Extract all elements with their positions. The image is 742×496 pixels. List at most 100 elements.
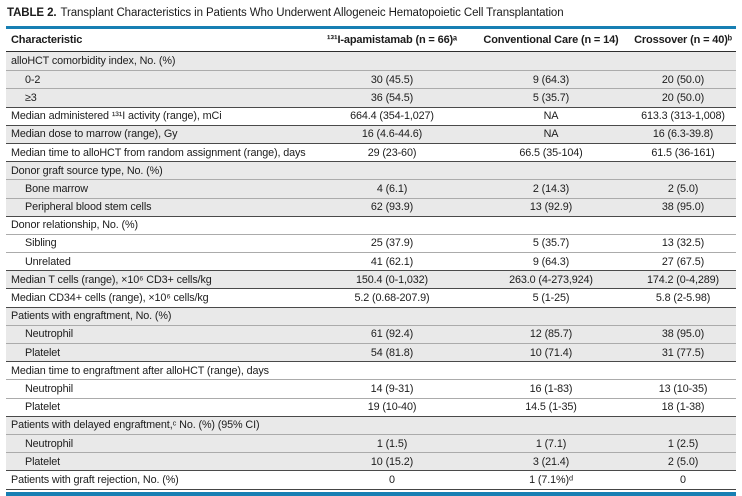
row-value: 5.8 (2-5.98) bbox=[655, 292, 711, 305]
row-value: 2 (14.3) bbox=[532, 182, 570, 195]
table-title-text: Transplant Characteristics in Patients W… bbox=[60, 7, 564, 19]
row-value: 14 (9-31) bbox=[370, 382, 414, 395]
table-body: alloHCT comorbidity index, No. (%) 0-2 30 … bbox=[6, 52, 736, 490]
table-row: alloHCT comorbidity index, No. (%) bbox=[6, 52, 736, 71]
column-header-conventional-care: Conventional Care (n = 14) bbox=[483, 34, 619, 46]
column-header-characteristic: Characteristic bbox=[11, 34, 83, 46]
row-label: Unrelated bbox=[25, 255, 71, 268]
row-value: 29 (23-60) bbox=[367, 146, 417, 159]
row-value: 13 (10-35) bbox=[658, 382, 708, 395]
row-value: 38 (95.0) bbox=[661, 201, 705, 214]
row-label: Median dose to marrow (range), Gy bbox=[11, 128, 178, 141]
row-value: 61.5 (36-161) bbox=[651, 146, 715, 159]
row-value: 25 (37.9) bbox=[370, 237, 414, 250]
row-label: 0-2 bbox=[25, 73, 41, 86]
table-row: Platelet 19 (10-40) 14.5 (1-35) 18 (1-38) bbox=[6, 397, 736, 416]
table-row: Patients with graft rejection, No. (%) 0 1… bbox=[6, 470, 736, 488]
row-value: 613.3 (313-1,008) bbox=[641, 110, 725, 123]
row-label: ≥3 bbox=[25, 91, 37, 104]
row-value: 4 (6.1) bbox=[376, 182, 408, 195]
table-row: 0-2 30 (45.5) 9 (64.3) 20 (50.0) bbox=[6, 70, 736, 89]
table-row: Median administered ¹³¹I activity (range… bbox=[6, 106, 736, 125]
table-row: Patients with delayed engraftment,ᶜ No. … bbox=[6, 415, 736, 434]
row-label: Neutrophil bbox=[25, 328, 74, 341]
row-value: 10 (71.4) bbox=[529, 346, 573, 359]
table-row: Neutrophil 1 (1.5) 1 (7.1) 1 (2.5) bbox=[6, 433, 736, 453]
row-label: Patients with graft rejection, No. (%) bbox=[11, 473, 179, 486]
row-value: 150.4 (0-1,032) bbox=[355, 273, 429, 286]
row-value: 9 (64.3) bbox=[532, 255, 570, 268]
row-value: 16 (6.3-39.8) bbox=[652, 128, 714, 141]
row-label: Donor graft source type, No. (%) bbox=[11, 164, 163, 177]
row-label: Median time to engraftment after alloHCT… bbox=[11, 364, 269, 377]
row-label: Neutrophil bbox=[25, 437, 74, 450]
table-top-rule bbox=[6, 26, 736, 29]
row-label: Patients with delayed engraftment,ᶜ No. … bbox=[11, 419, 260, 432]
row-label: Donor relationship, No. (%) bbox=[11, 219, 138, 232]
row-value: 1 (7.1%)ᵈ bbox=[529, 473, 573, 486]
row-value: NA bbox=[543, 128, 559, 141]
table-row: Donor graft source type, No. (%) bbox=[6, 161, 736, 180]
row-value: 62 (93.9) bbox=[370, 201, 414, 214]
table-row: Platelet 10 (15.2) 3 (21.4) 2 (5.0) bbox=[6, 452, 736, 471]
row-value: 30 (45.5) bbox=[370, 73, 414, 86]
row-value: 5.2 (0.68-207.9) bbox=[354, 292, 430, 305]
row-value: 12 (85.7) bbox=[529, 328, 573, 341]
table-row: ≥3 36 (54.5) 5 (35.7) 20 (50.0) bbox=[6, 88, 736, 107]
row-value: 174.2 (0-4,289) bbox=[646, 273, 720, 286]
row-value: 20 (50.0) bbox=[661, 91, 705, 104]
row-value: 1 (1.5) bbox=[376, 437, 408, 450]
row-value: 1 (2.5) bbox=[667, 437, 699, 450]
table-row: Median T cells (range), ×10⁶ CD3+ cells/… bbox=[6, 270, 736, 289]
row-value: 0 bbox=[680, 473, 686, 486]
row-value: 1 (7.1) bbox=[535, 437, 567, 450]
table-row: Neutrophil 14 (9-31) 16 (1-83) 13 (10-35) bbox=[6, 379, 736, 397]
table-row: Bone marrow 4 (6.1) 2 (14.3) 2 (5.0) bbox=[6, 179, 736, 198]
row-value: 16 (1-83) bbox=[529, 382, 573, 395]
table-row: Neutrophil 61 (92.4) 12 (85.7) 38 (95.0) bbox=[6, 324, 736, 343]
row-value: 66.5 (35-104) bbox=[519, 146, 583, 159]
row-value: 10 (15.2) bbox=[370, 455, 414, 468]
row-label: Patients with engraftment, No. (%) bbox=[11, 310, 172, 323]
row-value: 18 (1-38) bbox=[661, 401, 705, 414]
table-row: Platelet 54 (81.8) 10 (71.4) 31 (77.5) bbox=[6, 343, 736, 362]
row-label: Platelet bbox=[25, 401, 61, 414]
row-label: Median CD34+ cells (range), ×10⁶ cells/k… bbox=[11, 292, 209, 305]
row-value: 31 (77.5) bbox=[661, 346, 705, 359]
row-label: Platelet bbox=[25, 455, 61, 468]
table-row: Patients with engraftment, No. (%) bbox=[6, 306, 736, 325]
row-value: NA bbox=[543, 110, 559, 123]
table-row: Median dose to marrow (range), Gy 16 (4.6… bbox=[6, 124, 736, 143]
row-value: 61 (92.4) bbox=[370, 328, 414, 341]
row-value: 14.5 (1-35) bbox=[525, 401, 577, 414]
table-row: Median time to alloHCT from random assig… bbox=[6, 142, 736, 161]
table-row: Median time to engraftment after alloHCT… bbox=[6, 361, 736, 379]
row-value: 2 (5.0) bbox=[667, 455, 699, 468]
row-value: 0 bbox=[389, 473, 395, 486]
row-value: 5 (35.7) bbox=[532, 237, 570, 250]
row-value: 20 (50.0) bbox=[661, 73, 705, 86]
column-header-crossover: Crossover (n = 40)ᵇ bbox=[634, 34, 732, 46]
row-label: Bone marrow bbox=[25, 182, 88, 195]
row-label: Sibling bbox=[25, 237, 57, 250]
row-label: Median T cells (range), ×10⁶ CD3+ cells/… bbox=[11, 273, 212, 286]
row-value: 263.0 (4-273,924) bbox=[509, 273, 593, 286]
row-label: Median time to alloHCT from random assig… bbox=[11, 146, 306, 159]
row-value: 19 (10-40) bbox=[367, 401, 417, 414]
table-number: TABLE 2. bbox=[7, 7, 57, 19]
row-value: 36 (54.5) bbox=[370, 91, 414, 104]
row-value: 5 (35.7) bbox=[532, 91, 570, 104]
column-header-apamistamab: ¹³¹I-apamistamab (n = 66)ᵃ bbox=[326, 34, 458, 46]
row-value: 13 (92.9) bbox=[529, 201, 573, 214]
row-label: alloHCT comorbidity index, No. (%) bbox=[11, 55, 176, 68]
row-label: Neutrophil bbox=[25, 382, 74, 395]
row-value: 2 (5.0) bbox=[667, 182, 699, 195]
row-label: Platelet bbox=[25, 346, 61, 359]
table-row: Donor relationship, No. (%) bbox=[6, 215, 736, 234]
table-title: TABLE 2. Transplant Characteristics in Pa… bbox=[6, 4, 736, 20]
table-bottom-rule bbox=[6, 491, 736, 496]
row-value: 664.4 (354-1,027) bbox=[350, 110, 434, 123]
table-row: Peripheral blood stem cells 62 (93.9) 13 (… bbox=[6, 197, 736, 216]
table-row: Median CD34+ cells (range), ×10⁶ cells/k… bbox=[6, 288, 736, 306]
